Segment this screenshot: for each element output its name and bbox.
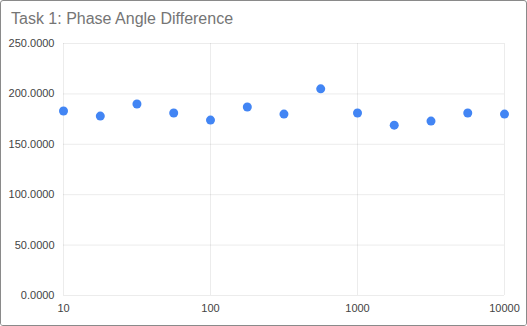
svg-text:10000: 10000 bbox=[489, 302, 520, 314]
svg-text:200.0000: 200.0000 bbox=[9, 87, 55, 99]
html-text:Task 1: Phase Angle Difference: Task 1: Phase Angle Difference bbox=[11, 10, 234, 27]
svg-text:100: 100 bbox=[201, 302, 219, 314]
svg-text:1000: 1000 bbox=[345, 302, 369, 314]
svg-text:250.0000: 250.0000 bbox=[9, 37, 55, 49]
svg-text:100.0000: 100.0000 bbox=[9, 188, 55, 200]
svg-text:150.0000: 150.0000 bbox=[9, 138, 55, 150]
svg-text:0.0000: 0.0000 bbox=[21, 289, 55, 301]
svg-text:10: 10 bbox=[57, 302, 69, 314]
svg-text:50.0000: 50.0000 bbox=[15, 239, 55, 251]
